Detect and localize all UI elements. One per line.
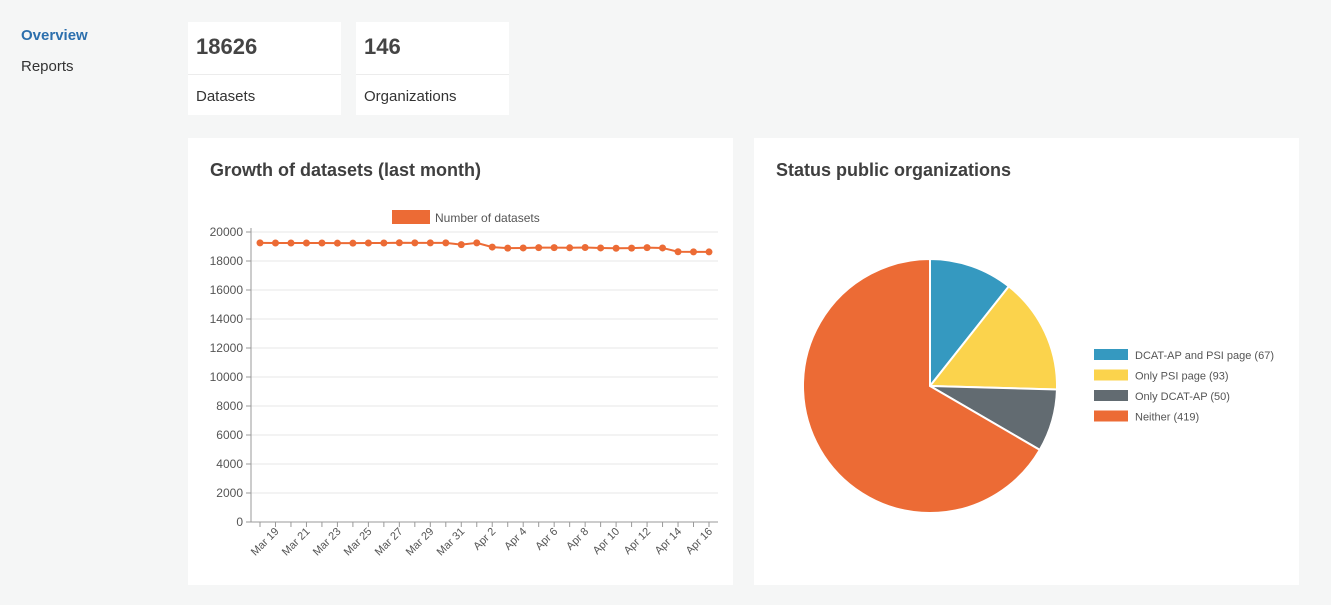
x-tick-label: Apr 2 (471, 526, 498, 553)
y-tick-label: 14000 (210, 312, 244, 326)
series-line-datasets (259, 241, 710, 253)
status-chart-panel: Status public organizations DCAT-AP and … (754, 138, 1299, 585)
datasets-label: Datasets (196, 88, 256, 105)
y-tick-label: 18000 (210, 254, 244, 268)
y-tick-label: 2000 (216, 486, 243, 500)
data-point (659, 244, 667, 252)
legend-swatch-1 (1094, 349, 1128, 360)
data-point (504, 244, 512, 252)
growth-chart-title: Growth of datasets (last month) (210, 160, 482, 180)
status-pie-chart: DCAT-AP and PSI page (67) Only PSI page (… (802, 257, 1274, 514)
pie-slice-2 (927, 284, 1058, 391)
data-point (550, 244, 558, 252)
status-chart-title: Status public organizations (776, 160, 1012, 180)
organizations-stat-card: 146 Organizations (356, 22, 509, 115)
sidebar-nav: Overview Reports (21, 20, 88, 82)
data-point (380, 239, 388, 247)
x-tick-label: Apr 16 (684, 526, 715, 557)
y-tick-label: 0 (236, 515, 243, 529)
data-point (442, 239, 450, 247)
legend-label-1: DCAT-AP and PSI page (67) (1135, 350, 1274, 362)
y-tick-label: 4000 (216, 457, 243, 471)
data-point (690, 248, 698, 256)
organizations-count: 146 (356, 22, 509, 75)
data-point (364, 239, 372, 247)
data-point (457, 241, 465, 249)
data-point (597, 244, 605, 252)
legend-label-datasets: Number of datasets (435, 211, 540, 225)
data-point (473, 239, 481, 247)
data-point (612, 244, 620, 252)
legend-label-3: Only DCAT-AP (50) (1135, 391, 1230, 403)
organizations-label: Organizations (364, 88, 457, 105)
x-tick-label: Apr 8 (564, 526, 591, 553)
pie-slice-1 (929, 257, 1011, 389)
y-tick-label: 10000 (210, 370, 244, 384)
x-tick-label: Apr 6 (533, 526, 560, 553)
data-point (674, 248, 682, 256)
x-tick-label: Apr 14 (653, 526, 684, 557)
legend-label-4: Neither (419) (1135, 412, 1199, 424)
x-tick-label: Mar 25 (342, 526, 375, 559)
data-point (395, 239, 403, 247)
legend-swatch-3 (1094, 390, 1128, 401)
x-tick-label: Apr 4 (502, 526, 529, 553)
data-point (256, 239, 264, 247)
sidebar-item-overview[interactable]: Overview (21, 27, 88, 44)
data-point (519, 244, 527, 252)
legend-swatch-2 (1094, 369, 1128, 381)
data-point (302, 239, 310, 247)
data-point (287, 239, 295, 247)
x-tick-label: Mar 19 (249, 526, 282, 559)
data-point (271, 239, 279, 247)
x-tick-label: Mar 29 (404, 526, 437, 559)
data-point (628, 244, 636, 252)
growth-line-chart: Number of datasets 0 2000 4000 6000 8000 10000… (210, 210, 718, 559)
data-point (411, 239, 419, 247)
data-point (488, 243, 496, 251)
y-tick-label: 16000 (210, 283, 244, 297)
y-tick-label: 20000 (210, 225, 244, 239)
pie-slice-4 (802, 257, 1042, 514)
x-tick-label: Apr 10 (591, 526, 622, 557)
data-point (349, 239, 357, 247)
x-tick-label: Apr 12 (622, 526, 653, 557)
x-tick-label: Mar 31 (435, 526, 468, 559)
legend-label-2: Only PSI page (93) (1135, 371, 1229, 383)
growth-chart-panel: Growth of datasets (last month) Number o… (188, 138, 733, 585)
data-point (333, 239, 341, 247)
y-tick-label: 12000 (210, 341, 244, 355)
x-tick-label: Mar 23 (311, 526, 344, 559)
data-point (643, 244, 651, 252)
datasets-stat-card: 18626 Datasets (188, 22, 341, 115)
x-tick-label: Mar 27 (373, 526, 406, 559)
y-tick-label: 6000 (216, 428, 243, 442)
legend-swatch-4 (1094, 410, 1128, 422)
data-point (566, 244, 574, 252)
data-point (581, 244, 589, 252)
x-tick-label: Mar 21 (280, 526, 313, 559)
data-point (426, 239, 434, 247)
y-tick-label: 8000 (216, 399, 243, 413)
data-point (318, 239, 326, 247)
sidebar-item-reports[interactable]: Reports (21, 58, 74, 75)
data-point (705, 248, 713, 256)
data-point (535, 244, 543, 252)
legend-swatch-datasets (392, 210, 430, 224)
datasets-count: 18626 (188, 22, 341, 75)
